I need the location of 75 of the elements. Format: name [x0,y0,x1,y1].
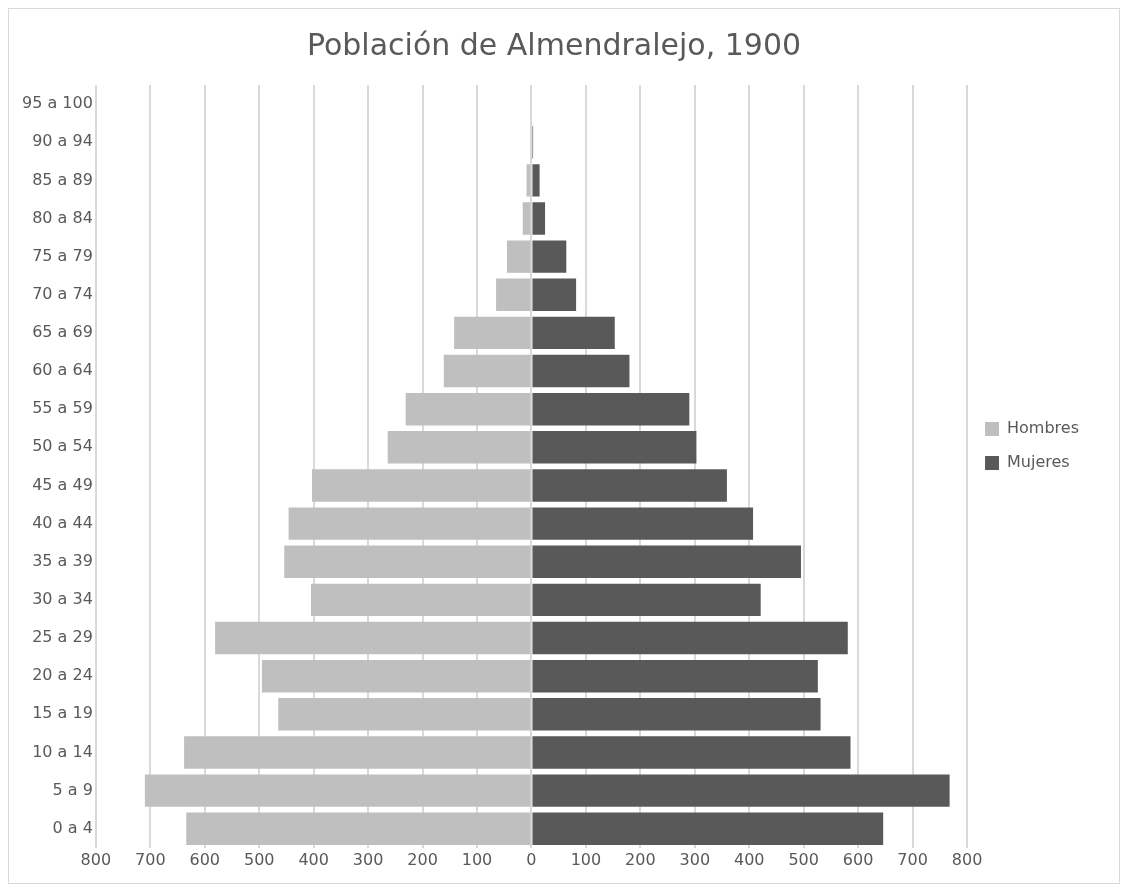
bar [261,659,531,693]
x-tick-label: 200 [407,849,438,869]
y-tick-label: 15 a 19 [32,703,93,723]
x-tick-label: 300 [352,849,384,869]
y-tick-label: 20 a 24 [32,665,93,685]
x-tick-label: 400 [733,849,765,869]
bar [532,469,727,502]
y-tick-label: 5 a 9 [52,779,93,799]
bar [532,431,697,464]
chart-title: Población de Almendralejo, 1900 [306,26,802,62]
x-tick-label: 100 [570,849,602,869]
y-tick-label: 50 a 54 [32,436,93,456]
x-tick-label: 0 [526,849,537,869]
bar [506,240,531,273]
bar [522,202,531,235]
bar [532,736,851,769]
bar [184,736,531,769]
bar [312,469,531,502]
y-tick-label: 70 a 74 [32,283,93,303]
y-tick-label: 85 a 89 [32,169,93,189]
bar [532,659,818,693]
bar [278,698,531,731]
x-tick-label: 700 [897,849,928,869]
y-tick-label: 10 a 14 [32,741,93,761]
y-tick-label: 95 a 100 [22,93,93,113]
x-tick-label: 500 [243,849,275,869]
y-tick-label: 25 a 29 [32,627,93,647]
bar [443,354,531,388]
bar [532,545,801,578]
x-tick-label: 500 [788,849,819,869]
y-tick-label: 45 a 49 [32,474,93,494]
bar [532,278,577,311]
bar [215,621,531,655]
legend-label: Mujeres [1007,452,1070,472]
bar [405,392,531,426]
bar [288,507,531,540]
y-tick-label: 55 a 59 [32,398,93,418]
bar [532,354,630,388]
x-tick-label: 100 [461,849,493,869]
bar [310,583,531,617]
x-tick-label: 800 [80,849,112,869]
y-tick-label: 65 a 69 [32,322,93,342]
y-tick-label: 90 a 94 [32,131,93,151]
bar [496,278,531,311]
bar [532,621,848,655]
y-tick-label: 30 a 34 [32,589,93,609]
bar [532,164,540,197]
bar [532,507,754,540]
bar [532,812,884,845]
bar [284,545,531,578]
bar [532,774,950,807]
bar [532,202,546,235]
bar [532,316,615,350]
x-tick-label: 300 [679,849,711,869]
x-tick-label: 600 [842,849,874,869]
y-tick-label: 0 a 4 [52,817,93,837]
y-tick-label: 80 a 84 [32,207,93,227]
bar [532,583,761,617]
x-tick-label: 400 [298,849,329,869]
y-tick-label: 75 a 79 [32,245,93,265]
bar [532,240,567,273]
bar [144,774,531,807]
x-tick-label: 600 [189,849,221,869]
bar [532,392,690,426]
bar [186,812,531,845]
y-tick-label: 40 a 44 [32,512,93,532]
bar [454,316,531,350]
y-tick-label: 35 a 39 [32,550,93,570]
x-tick-label: 200 [625,849,656,869]
y-tick-label: 60 a 64 [32,360,93,380]
bar [387,431,531,464]
x-tick-label: 700 [135,849,166,869]
legend-label: Hombres [1007,418,1079,438]
x-tick-label: 800 [951,849,983,869]
bar [532,698,821,731]
